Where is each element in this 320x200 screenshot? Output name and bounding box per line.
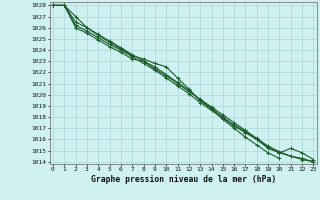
- X-axis label: Graphe pression niveau de la mer (hPa): Graphe pression niveau de la mer (hPa): [91, 175, 276, 184]
